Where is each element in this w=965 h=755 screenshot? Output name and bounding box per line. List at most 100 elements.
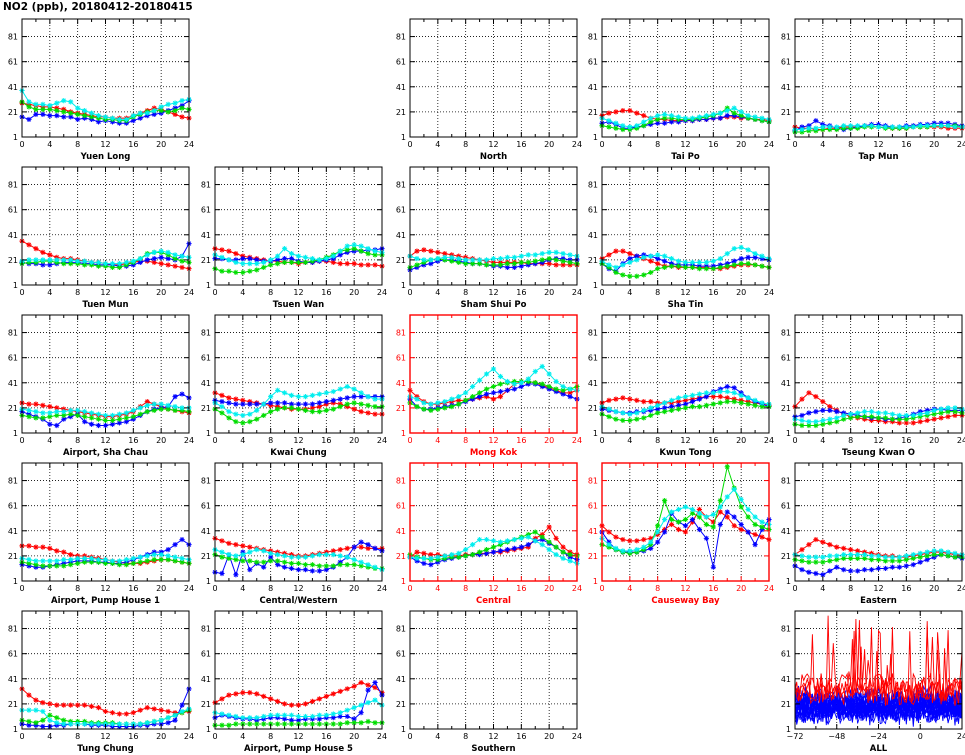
data-point-red [546, 261, 552, 267]
data-point-cyan [799, 417, 805, 424]
data-point-cyan [302, 554, 309, 560]
x-tick-label: 24 [377, 288, 387, 297]
data-point-red [33, 401, 39, 407]
data-point-cyan [75, 407, 81, 414]
data-point-cyan [470, 257, 476, 263]
data-point-red [682, 529, 689, 535]
data-point-red [68, 702, 74, 708]
data-point-cyan [655, 529, 661, 535]
y-tick-label: 81 [588, 477, 598, 486]
data-point-green [560, 549, 566, 555]
data-point-green [834, 557, 840, 563]
data-point-cyan [627, 259, 633, 266]
data-point-cyan [158, 401, 164, 407]
data-point-green [268, 558, 274, 564]
data-point-green [560, 258, 566, 264]
data-point-cyan [675, 258, 682, 264]
data-point-red [233, 541, 239, 548]
data-point-cyan [226, 257, 232, 263]
data-point-blue [724, 509, 730, 515]
data-point-cyan [917, 550, 923, 556]
data-point-green [26, 104, 32, 110]
data-point-green [532, 258, 538, 264]
data-point-red [247, 689, 253, 696]
panel-title: Tai Po [671, 152, 700, 162]
data-point-red [330, 691, 336, 697]
x-tick-label: 24 [184, 584, 194, 593]
data-point-cyan [130, 113, 136, 119]
x-tick-label: 8 [75, 140, 80, 149]
data-point-red [553, 535, 559, 541]
data-point-cyan [288, 251, 295, 257]
data-point-green [344, 562, 350, 568]
data-point-cyan [435, 256, 441, 262]
data-point-cyan [102, 412, 109, 419]
data-point-red [323, 693, 329, 699]
data-point-red [820, 539, 826, 545]
data-point-green [54, 108, 60, 114]
data-point-red [158, 261, 164, 267]
x-tick-label: 8 [463, 288, 468, 297]
data-point-cyan [33, 409, 39, 415]
data-point-red [268, 696, 274, 702]
data-point-cyan [240, 552, 246, 558]
data-point-red [330, 548, 336, 554]
data-point-cyan [710, 511, 716, 518]
x-tick-label: 16 [516, 288, 526, 297]
data-point-cyan [295, 393, 302, 400]
x-tick-label: 8 [655, 584, 660, 593]
panel-eastern: 0 4 8 12 16 20 24 1 21 41 61 81 Eastern [781, 462, 965, 606]
data-point-cyan [820, 554, 826, 560]
data-point-green [553, 386, 559, 392]
x-tick-label: 4 [820, 436, 825, 445]
data-point-green [358, 563, 364, 569]
data-point-blue [47, 113, 53, 119]
data-point-blue [483, 550, 490, 556]
data-point-red [627, 396, 633, 402]
y-tick-label: 41 [396, 83, 406, 92]
data-point-cyan [414, 396, 420, 402]
panel-kwun-tong: 0 4 8 12 16 20 24 1 21 41 61 81 Kwun Tong [588, 314, 774, 458]
data-point-cyan [799, 126, 805, 133]
data-point-red [848, 547, 854, 553]
data-point-blue [40, 111, 46, 118]
data-point-cyan [855, 552, 861, 558]
data-point-cyan [351, 557, 357, 563]
data-point-cyan [302, 713, 309, 720]
y-tick-label: 21 [396, 552, 406, 561]
data-point-green [123, 415, 129, 421]
data-point-blue [144, 257, 150, 263]
x-tick-label: 0 [599, 584, 604, 593]
data-point-blue [806, 569, 812, 575]
data-point-red [219, 696, 225, 702]
data-point-green [634, 416, 640, 422]
data-point-green [924, 553, 930, 559]
data-point-cyan [896, 124, 902, 130]
data-point-green [613, 269, 619, 276]
x-tick-label: 8 [848, 584, 853, 593]
data-point-cyan [316, 552, 322, 558]
x-tick-label: 0 [599, 436, 604, 445]
data-point-red [219, 247, 225, 253]
data-point-cyan [655, 402, 661, 408]
y-tick-label: 1 [786, 429, 791, 438]
data-point-cyan [172, 404, 178, 410]
data-point-green [546, 383, 552, 390]
data-point-cyan [179, 97, 185, 104]
data-point-green [68, 411, 74, 417]
data-point-red [337, 261, 343, 267]
data-point-blue [820, 572, 826, 578]
data-point-cyan [655, 113, 661, 119]
data-point-blue [288, 717, 295, 723]
data-point-cyan [75, 258, 81, 264]
data-point-blue [337, 713, 343, 720]
data-point-blue [47, 421, 53, 427]
data-point-cyan [813, 554, 819, 560]
data-point-blue [281, 716, 288, 722]
data-point-cyan [456, 393, 462, 400]
data-point-cyan [463, 390, 469, 396]
data-point-red [696, 506, 703, 513]
data-point-cyan [834, 553, 840, 559]
x-tick-label: 0 [599, 288, 604, 297]
data-point-green [560, 387, 566, 393]
